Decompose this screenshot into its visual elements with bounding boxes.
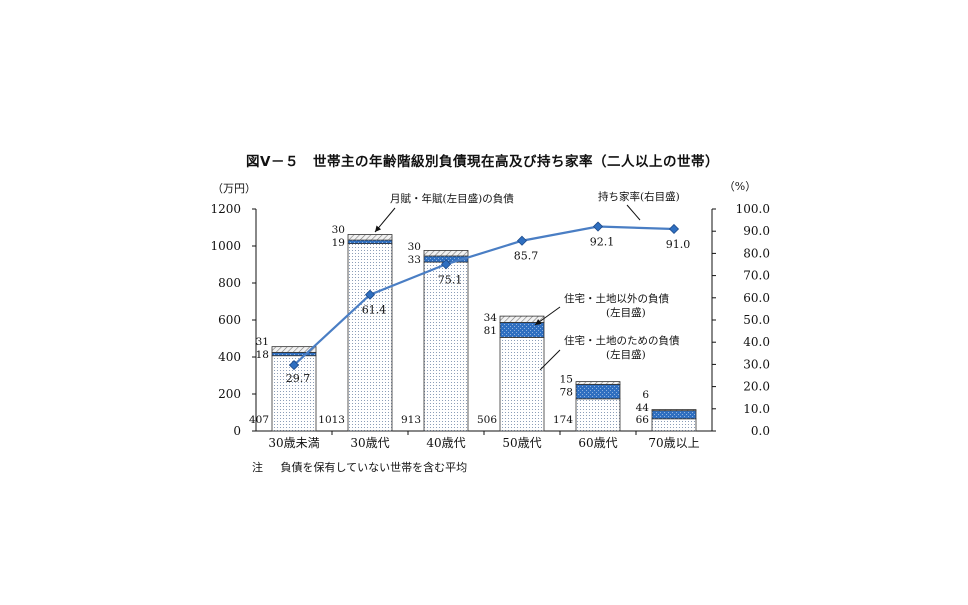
bar-labels: 4071831101319309133330506813417478156644…: [249, 224, 649, 426]
left-tick-label: 200: [218, 387, 241, 401]
data-label-housing: 407: [249, 414, 269, 426]
data-label-monthly: 30: [408, 241, 421, 253]
ownership-point: [364, 289, 376, 300]
data-label-housing: 174: [553, 414, 573, 426]
data-label-monthly: 15: [560, 374, 573, 386]
ownership-line-path: [293, 225, 675, 366]
right-tick-label: 20.0: [743, 380, 770, 394]
ownership-label: 29.7: [286, 372, 311, 385]
right-axis-unit: （%）: [724, 180, 756, 193]
data-label-other: 81: [484, 325, 497, 337]
ownership-point: [516, 235, 528, 246]
data-label-housing: 1013: [318, 414, 345, 426]
ownership-point: [440, 259, 452, 270]
left-axis-unit: （万円）: [212, 182, 256, 195]
bar-segment-housing: [499, 336, 545, 432]
axes: 0 200 400 600 800 1000 1200 （万円） 0.0 10.0 20.0 30.0…: [210, 180, 770, 450]
footnote-mark: 注: [252, 461, 263, 474]
ownership-point: [668, 223, 680, 235]
x-tick-label: 40歳代: [426, 436, 465, 450]
data-label-monthly: 6: [642, 389, 649, 401]
right-tick-label: 70.0: [743, 269, 770, 283]
bar-segment-monthly: [423, 250, 469, 257]
right-tick-label: 50.0: [743, 313, 770, 327]
right-tick-label: 10.0: [743, 402, 770, 416]
bar-segment-other: [271, 351, 317, 357]
left-tick-label: 800: [218, 276, 241, 290]
annotation-other-1: 住宅・土地以外の負債: [564, 292, 669, 305]
data-label-monthly: 34: [484, 312, 498, 324]
x-tick-label: 50歳代: [502, 436, 541, 450]
left-tick-label: 0: [233, 424, 241, 438]
x-tick-label: 70歳以上: [648, 436, 699, 450]
bar-segment-other: [651, 410, 697, 420]
annotation-monthly: 月賦・年賦(左目盛)の負債: [390, 192, 514, 205]
x-tick-label: 30歳未満: [268, 436, 319, 450]
ownership-line: 29.7 61.4 75.1 85.7 92.1 91.0: [286, 221, 691, 385]
x-tick-label: 30歳代: [350, 436, 389, 450]
chart-title: 図Ⅴ－５ 世帯主の年齢階級別負債現在高及び持ち家率（二人以上の世帯）: [246, 154, 719, 170]
bar-segment-housing: [651, 418, 697, 432]
annotation-ownership: 持ち家率(右目盛): [598, 190, 680, 203]
right-tick-label: 0.0: [751, 424, 770, 438]
data-label-housing: 66: [636, 414, 650, 426]
left-tick-label: 1200: [210, 202, 241, 216]
bar-segment-other: [347, 239, 393, 244]
bar-segment-monthly: [499, 315, 545, 323]
annotation-housing-2: (左目盛): [606, 348, 646, 361]
ownership-point: [592, 221, 604, 232]
data-label-other: 19: [332, 237, 345, 249]
data-label-other: 33: [408, 254, 421, 266]
annotation-housing-1: 住宅・土地のための負債: [564, 334, 680, 347]
ownership-label: 61.4: [362, 304, 387, 317]
bar-segment-other: [575, 383, 621, 400]
data-label-monthly: 31: [256, 336, 269, 348]
bar-segment-monthly: [651, 409, 697, 412]
bar-segment-housing: [423, 261, 469, 432]
data-label-housing: 913: [401, 414, 421, 426]
annotation-monthly-arrow: [374, 207, 396, 233]
left-tick-label: 1000: [210, 239, 241, 253]
right-tick-label: 80.0: [743, 246, 770, 260]
right-tick-label: 90.0: [743, 224, 770, 238]
footnote: 注 負債を保有していない世帯を含む平均: [252, 459, 481, 475]
annotation-other-arrow: [534, 306, 561, 326]
data-label-monthly: 30: [332, 224, 345, 236]
left-tick-label: 400: [218, 350, 241, 364]
annotation-other-2: (左目盛): [606, 306, 646, 319]
right-tick-label: 40.0: [743, 335, 770, 349]
data-label-other: 78: [560, 387, 573, 399]
right-tick-label: 100.0: [736, 202, 770, 216]
annotation-ownership-leader: [626, 204, 641, 221]
bar-segment-housing: [575, 398, 621, 432]
annotation-housing-leader: [539, 349, 561, 371]
bars: [271, 234, 697, 432]
ownership-label: 75.1: [438, 273, 463, 286]
ownership-label: 85.7: [514, 250, 539, 263]
data-label-housing: 506: [477, 414, 497, 426]
ownership-label: 91.0: [666, 238, 691, 251]
data-label-other: 44: [636, 402, 650, 414]
bar-segment-monthly: [271, 346, 317, 353]
data-label-other: 18: [256, 349, 269, 361]
bar-segment-monthly: [575, 381, 621, 385]
bar-segment-monthly: [347, 234, 393, 241]
bar-segment-housing: [347, 243, 393, 432]
ownership-point: [288, 360, 300, 371]
right-tick-label: 60.0: [743, 291, 770, 305]
ownership-label: 92.1: [590, 236, 615, 249]
left-tick-label: 600: [218, 313, 241, 327]
bar-segment-other: [499, 322, 545, 338]
x-tick-label: 60歳代: [578, 436, 617, 450]
right-tick-label: 30.0: [743, 357, 770, 371]
footnote-text: 負債を保有していない世帯を含む平均: [280, 461, 468, 474]
annotations: 月賦・年賦(左目盛)の負債 持ち家率(右目盛)住宅・土地以外の負債(左目盛)住宅・…: [374, 190, 680, 371]
